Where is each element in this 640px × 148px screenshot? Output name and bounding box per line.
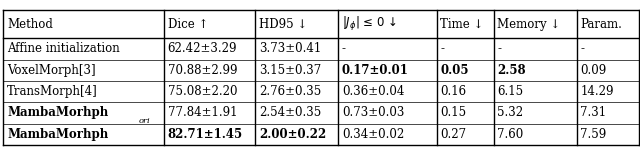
Text: 82.71±1.45: 82.71±1.45 bbox=[168, 128, 243, 141]
Text: Dice ↑: Dice ↑ bbox=[168, 18, 208, 31]
Text: -: - bbox=[440, 42, 444, 55]
Text: 2.58: 2.58 bbox=[497, 64, 526, 77]
Text: 3.73±0.41: 3.73±0.41 bbox=[259, 42, 321, 55]
Text: 0.16: 0.16 bbox=[440, 85, 467, 98]
Text: VoxelMorph[3]: VoxelMorph[3] bbox=[7, 64, 95, 77]
Text: 77.84±1.91: 77.84±1.91 bbox=[168, 106, 237, 119]
Text: 0.15: 0.15 bbox=[440, 106, 467, 119]
Text: 0.36±0.04: 0.36±0.04 bbox=[342, 85, 404, 98]
Text: TransMorph[4]: TransMorph[4] bbox=[7, 85, 98, 98]
Text: 62.42±3.29: 62.42±3.29 bbox=[168, 42, 237, 55]
Text: Method: Method bbox=[7, 18, 53, 31]
Text: 2.76±0.35: 2.76±0.35 bbox=[259, 85, 321, 98]
Text: MambaMorhph: MambaMorhph bbox=[7, 128, 108, 141]
Text: 0.09: 0.09 bbox=[580, 64, 607, 77]
Text: 75.08±2.20: 75.08±2.20 bbox=[168, 85, 237, 98]
Text: 0.34±0.02: 0.34±0.02 bbox=[342, 128, 404, 141]
Text: Param.: Param. bbox=[580, 18, 622, 31]
Text: 7.31: 7.31 bbox=[580, 106, 607, 119]
Text: 70.88±2.99: 70.88±2.99 bbox=[168, 64, 237, 77]
Text: Affine initialization: Affine initialization bbox=[7, 42, 120, 55]
Text: 0.27: 0.27 bbox=[440, 128, 467, 141]
Text: 2.54±0.35: 2.54±0.35 bbox=[259, 106, 321, 119]
Text: Time ↓: Time ↓ bbox=[440, 18, 484, 31]
Text: 0.17±0.01: 0.17±0.01 bbox=[342, 64, 409, 77]
Text: 7.60: 7.60 bbox=[497, 128, 524, 141]
Text: MambaMorhph: MambaMorhph bbox=[7, 106, 108, 119]
Text: Memory ↓: Memory ↓ bbox=[497, 18, 561, 31]
Text: $|J_{\phi}|$ ≤ 0 ↓: $|J_{\phi}|$ ≤ 0 ↓ bbox=[342, 15, 397, 33]
Text: HD95 ↓: HD95 ↓ bbox=[259, 18, 307, 31]
Text: -: - bbox=[342, 42, 346, 55]
Text: 14.29: 14.29 bbox=[580, 85, 614, 98]
Text: 5.32: 5.32 bbox=[497, 106, 524, 119]
Text: ori: ori bbox=[139, 117, 150, 125]
Text: 3.15±0.37: 3.15±0.37 bbox=[259, 64, 321, 77]
Text: 0.05: 0.05 bbox=[440, 64, 469, 77]
Text: -: - bbox=[580, 42, 584, 55]
Text: 7.59: 7.59 bbox=[580, 128, 607, 141]
Text: 2.00±0.22: 2.00±0.22 bbox=[259, 128, 326, 141]
Text: 0.73±0.03: 0.73±0.03 bbox=[342, 106, 404, 119]
Text: 6.15: 6.15 bbox=[497, 85, 524, 98]
Text: -: - bbox=[497, 42, 501, 55]
